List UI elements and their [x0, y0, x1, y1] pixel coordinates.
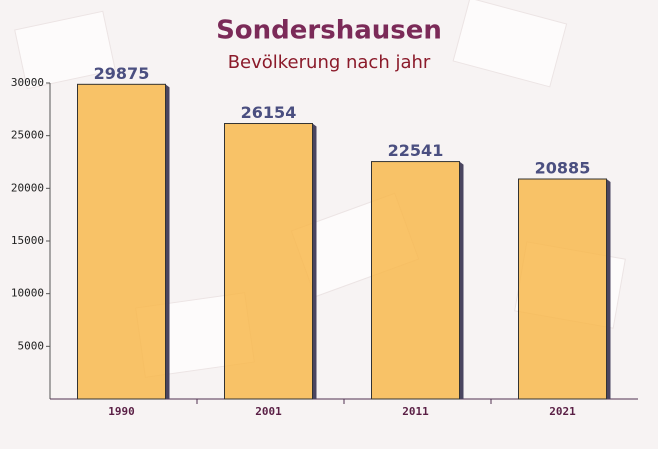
x-tick-label: 2011 [402, 405, 429, 418]
bar [518, 178, 607, 400]
y-tick-label: 15000 [11, 234, 44, 247]
bar [224, 123, 313, 400]
value-label: 29875 [94, 64, 150, 83]
bar-shadow [606, 179, 611, 399]
y-tick-label: 30000 [11, 76, 44, 89]
value-label: 26154 [241, 103, 297, 122]
y-tick-label: 20000 [11, 181, 44, 194]
chart-title: Sondershausen [216, 16, 442, 46]
x-tick-label: 2001 [255, 405, 282, 418]
x-tick-label: 1990 [108, 405, 135, 418]
bar [371, 161, 460, 400]
value-label: 22541 [388, 141, 444, 160]
x-tick-label: 2021 [549, 405, 576, 418]
bar-shadow [165, 84, 170, 400]
y-tick-label: 5000 [18, 339, 45, 352]
value-label: 20885 [535, 159, 591, 178]
bar [77, 83, 166, 400]
bar-shadow [459, 161, 464, 399]
chart-subtitle: Bevölkerung nach jahr [228, 52, 431, 73]
bar-shadow [312, 123, 317, 399]
y-tick-label: 25000 [11, 129, 44, 142]
y-tick-label: 10000 [11, 287, 44, 300]
